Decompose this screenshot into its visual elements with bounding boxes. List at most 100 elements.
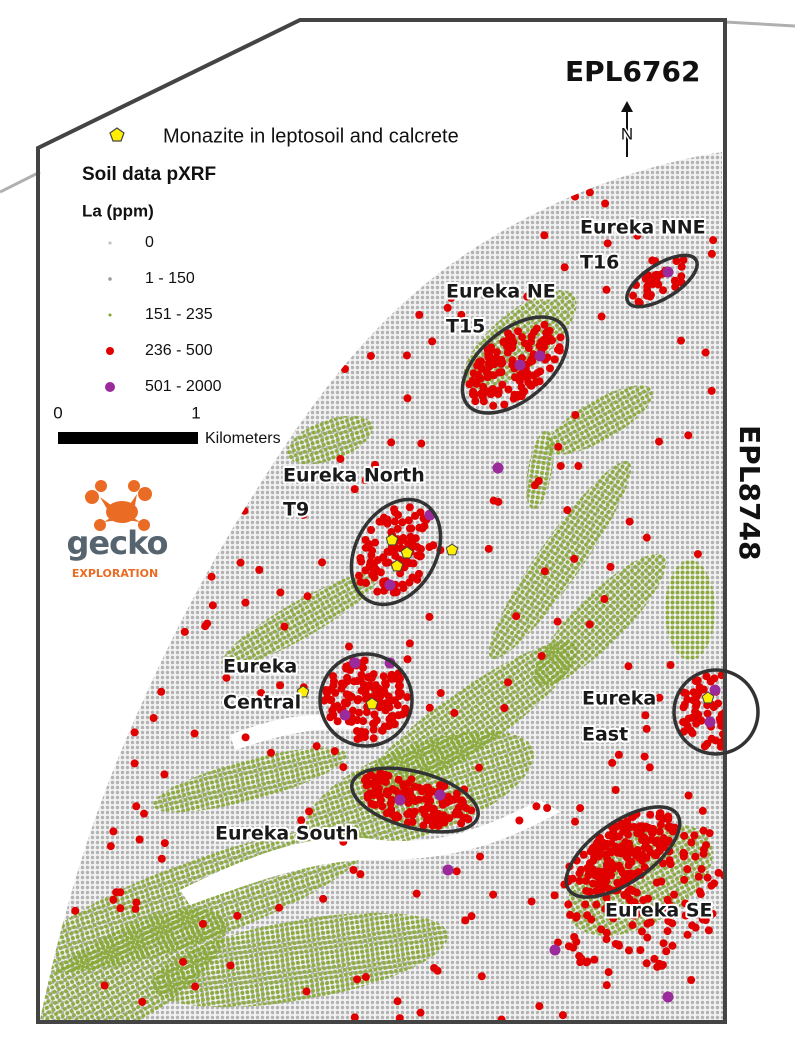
sample-dot [130, 728, 139, 737]
sample-dot [732, 698, 740, 706]
sample-dot [316, 830, 325, 839]
sample-dot [696, 907, 705, 916]
sample-dot [707, 249, 716, 258]
sample-dot [471, 397, 480, 406]
sample-dot [65, 841, 74, 850]
sample-dot [598, 838, 607, 847]
sample-dot [475, 358, 484, 367]
sample-dot [472, 379, 481, 388]
sample-dot [229, 234, 238, 243]
sample-dot [391, 786, 400, 795]
sample-dot [418, 524, 427, 533]
sample-dot [709, 684, 721, 696]
sample-dot [357, 686, 366, 695]
sample-dot [577, 865, 586, 874]
sample-dot [350, 1013, 359, 1020]
sample-dot [140, 669, 149, 678]
sample-dot [546, 186, 555, 195]
sample-dot [355, 571, 364, 580]
sample-dot [233, 911, 242, 920]
sample-dot [398, 518, 407, 527]
sample-dot [299, 510, 308, 519]
sample-dot [73, 700, 82, 709]
sample-dot [668, 827, 677, 836]
target-ellipse [349, 497, 443, 607]
sample-dot [550, 355, 559, 364]
sample-dot [729, 682, 737, 690]
sample-dot [695, 887, 704, 896]
monazite-point [400, 546, 414, 559]
sample-dot [703, 709, 712, 718]
sample-dot [503, 348, 512, 357]
sample-dot [286, 257, 295, 266]
sample-dot [277, 182, 286, 191]
sample-dot [507, 335, 516, 344]
sample-dot [656, 908, 665, 917]
sample-dot [130, 759, 139, 768]
sample-dot [504, 678, 513, 687]
sample-dot [701, 348, 710, 357]
sample-dot [497, 1015, 506, 1020]
sample-dot [478, 392, 487, 401]
sample-dot [160, 839, 169, 848]
sample-dot [679, 852, 688, 861]
sample-dot [106, 842, 115, 851]
sample-dot [698, 806, 707, 815]
sample-dot [371, 785, 380, 794]
sample-dot [534, 350, 546, 362]
sample-dot [494, 497, 503, 506]
sample-dot [423, 816, 432, 825]
sample-dot [662, 266, 674, 278]
sample-dot [77, 784, 86, 793]
sample-dot [389, 588, 398, 597]
sample-dot [527, 897, 536, 906]
sample-dot [253, 234, 262, 243]
sample-dot [681, 899, 690, 908]
sample-dot [425, 612, 434, 621]
sample-dot [361, 728, 370, 737]
sample-dot [613, 878, 622, 887]
sample-dot [614, 750, 623, 759]
sample-dot [116, 904, 125, 913]
sample-dot [369, 670, 378, 679]
sample-dot [180, 253, 189, 262]
sample-dot [563, 506, 572, 515]
target-label: Eureka [582, 688, 656, 710]
sample-dot [736, 701, 744, 709]
sample-dot [659, 939, 668, 948]
sample-dot [413, 543, 422, 552]
sample-dot [87, 464, 96, 473]
sample-dot [514, 359, 526, 371]
sample-dot [514, 327, 523, 336]
sample-dot [399, 584, 408, 593]
sample-dot [459, 814, 468, 823]
scale-bar: 0 1 Kilometers [53, 403, 280, 447]
sample-dot [737, 689, 745, 697]
logo-tagline: EXPLORATION [72, 567, 158, 580]
sample-dot [257, 688, 266, 697]
sample-dot [680, 875, 689, 884]
sample-dot [629, 886, 638, 895]
sample-dot [625, 839, 634, 848]
sample-dot [489, 401, 498, 410]
sample-dot [535, 1002, 544, 1011]
sample-dot [492, 462, 504, 474]
sample-dot [601, 199, 610, 208]
sample-dot [745, 722, 753, 730]
sample-dot [180, 627, 189, 636]
sample-dot [527, 332, 536, 341]
sample-dot [602, 935, 611, 944]
sample-dot [515, 816, 524, 825]
sample-dot [643, 933, 652, 942]
sample-dot [581, 900, 590, 909]
sample-dot [625, 517, 634, 526]
sample-dot [226, 961, 235, 970]
sample-dot [456, 796, 465, 805]
sample-dot [655, 812, 664, 821]
sample-dot [476, 852, 485, 861]
sample-dot [500, 400, 509, 409]
sample-dot [436, 689, 445, 698]
sample-dot [91, 591, 100, 600]
sample-dot [728, 728, 736, 736]
sample-dot [395, 191, 404, 200]
